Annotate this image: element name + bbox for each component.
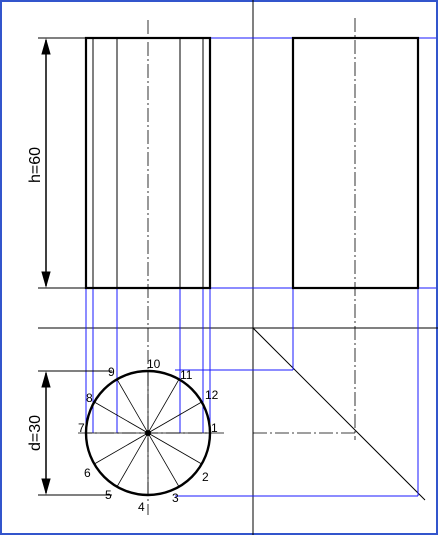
height-dimension [38,37,86,289]
point-label-11: 11 [180,368,193,382]
point-label-7: 7 [78,421,85,435]
point-label-6: 6 [84,466,91,480]
point-label-9: 9 [108,365,115,379]
miter-line [252,327,426,501]
point-label-12: 12 [205,388,219,402]
point-label-5: 5 [105,488,112,502]
point-label-4: 4 [138,500,145,514]
point-label-1: 1 [211,421,218,435]
diameter-dimension [38,370,112,496]
diameter-label: d=30 [27,415,44,451]
point-label-2: 2 [202,470,209,484]
height-label: h=60 [27,147,44,183]
point-label-8: 8 [86,391,93,405]
top-view [84,369,212,497]
point-label-10: 10 [147,357,161,371]
point-labels: 1 2 3 4 5 6 7 8 9 10 11 12 [78,357,219,514]
center-lines [78,18,356,515]
point-label-3: 3 [172,491,179,505]
side-view [291,36,420,290]
front-view [84,36,212,290]
